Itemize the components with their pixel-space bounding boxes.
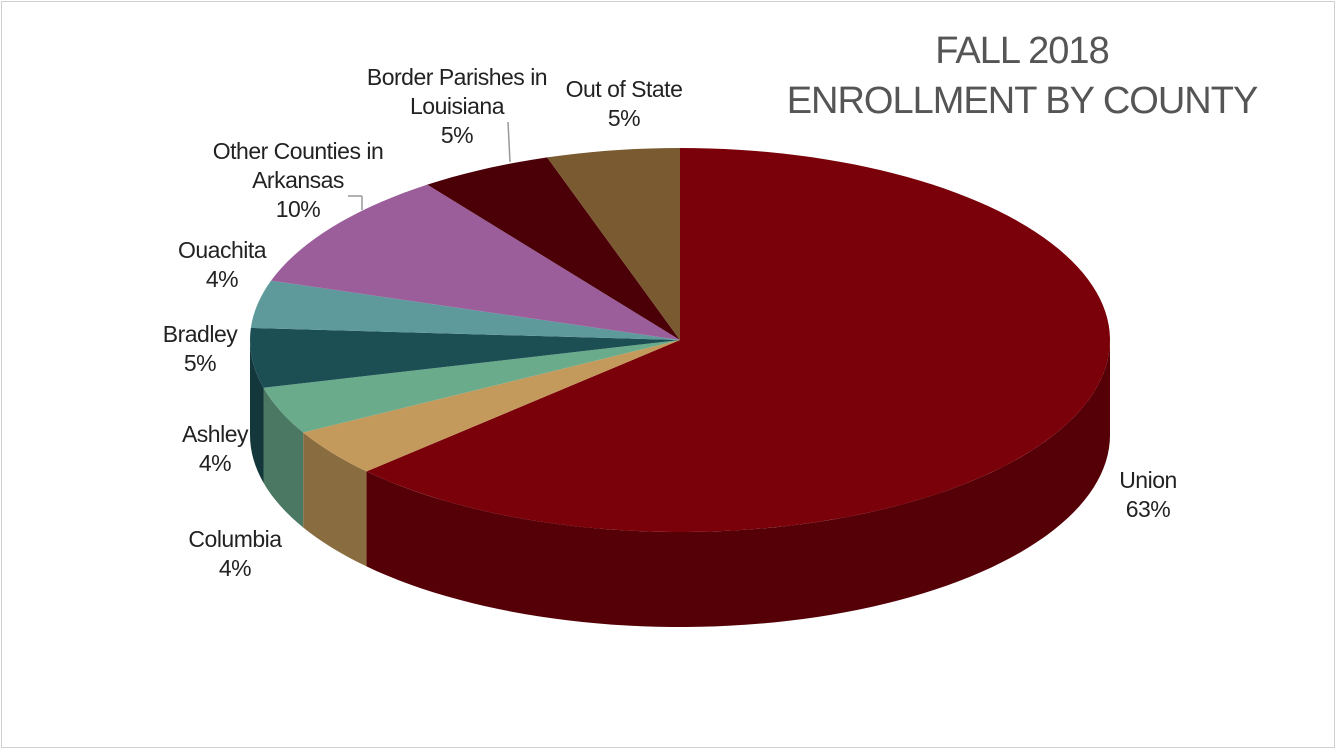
data-label: Border Parishes in Louisiana 5% [357, 63, 557, 150]
pie-side [303, 432, 367, 567]
category-label: Union [1119, 467, 1177, 493]
pie-slice [427, 157, 680, 340]
data-label: Out of State 5% [544, 75, 704, 133]
category-label: Ashley [181, 421, 249, 447]
category-label: Ouachita [177, 237, 267, 263]
value-label: 4% [205, 266, 239, 292]
value-label: 4% [198, 450, 232, 476]
category-label: Border Parishes in Louisiana [366, 64, 548, 119]
category-label: Bradley [162, 321, 238, 347]
pie-side [366, 340, 1111, 627]
chart-title: FALL 2018 [935, 30, 1109, 72]
data-label: Columbia 4% [160, 525, 310, 583]
pie-slice [250, 327, 680, 388]
value-label: 5% [607, 105, 641, 131]
pie-slice [547, 148, 680, 340]
chart-title: ENROLLMENT BY COUNTY [786, 80, 1259, 122]
pie-slice [271, 184, 680, 340]
category-label: Out of State [565, 76, 683, 102]
pie-slice [263, 340, 680, 433]
pie-side [250, 340, 264, 483]
value-label: 63% [1125, 496, 1171, 522]
value-label: 5% [440, 122, 474, 148]
data-label: Union 63% [1088, 466, 1208, 524]
value-label: 10% [275, 196, 321, 222]
category-label: Other Counties in Arkansas [212, 138, 384, 193]
value-label: 5% [183, 350, 217, 376]
pie-slice [303, 340, 680, 472]
pie-slice [250, 280, 680, 340]
value-label: 4% [218, 555, 252, 581]
leader-line [507, 121, 511, 163]
data-label: Ouachita 4% [162, 236, 282, 294]
pie-side [263, 387, 304, 528]
category-label: Columbia [188, 526, 282, 552]
pie-slice [366, 148, 1110, 532]
data-label: Ashley 4% [155, 420, 275, 478]
data-label: Bradley 5% [140, 320, 260, 378]
data-label: Other Counties in Arkansas 10% [198, 137, 398, 224]
